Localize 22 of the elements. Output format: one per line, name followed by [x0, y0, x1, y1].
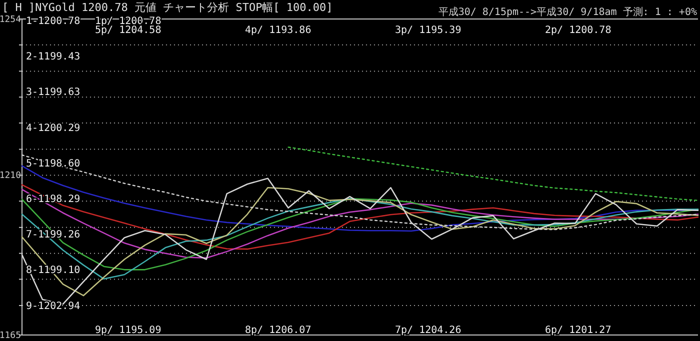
line-series: [288, 146, 699, 202]
annotation: 9-1202.94: [26, 300, 80, 312]
annotation: 1p/ 1200.78: [95, 16, 162, 27]
annotation: 2p/ 1200.78: [545, 25, 612, 36]
y-tick-label: 1210: [0, 171, 21, 182]
line-series: [21, 184, 699, 250]
annotation: 5p/ 1204.58: [95, 25, 162, 36]
chart-title: [ H ]NYGold 1200.78 元値 チャート分析 STOP幅[ 100.00]: [2, 1, 333, 14]
annotation: 4p/ 1193.86: [245, 25, 312, 36]
y-tick-label: 1165: [0, 331, 21, 341]
annotation: 1-1200.78: [26, 16, 80, 27]
annotation: 7p/ 1204.26: [395, 325, 462, 336]
chart-subtitle: 平成30/ 8/15pm-->平成30/ 9/18am 予測: 1 : +0%: [438, 6, 697, 18]
annotation: 8p/ 1206.07: [245, 325, 312, 336]
y-tick-label: 1254: [0, 15, 21, 25]
annotation: 6p/ 1201.27: [545, 325, 612, 336]
annotation: 9p/ 1195.09: [95, 325, 162, 336]
annotation: 3p/ 1195.39: [395, 25, 462, 36]
line-series: [21, 188, 699, 259]
annotation: 3-1199.63: [26, 87, 80, 98]
annotation: 4-1200.29: [26, 122, 80, 134]
annotation: 2-1199.43: [26, 52, 80, 63]
